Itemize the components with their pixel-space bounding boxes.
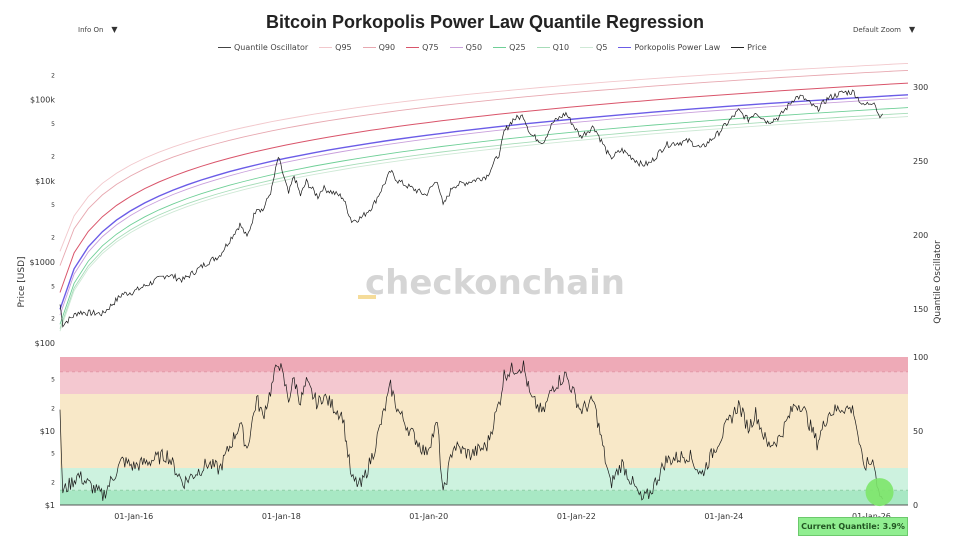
legend-item[interactable]: Q25	[493, 43, 526, 52]
legend-swatch	[731, 47, 745, 48]
oscillator-left-minor-tick: 5	[51, 450, 55, 457]
legend-swatch	[362, 47, 376, 48]
legend-label: Q25	[509, 43, 526, 52]
price-axis-minor-tick: 2	[51, 316, 55, 323]
legend-item[interactable]: Porkopolis Power Law	[618, 43, 720, 52]
oscillator-band	[60, 357, 908, 372]
oscillator-axis-tick: 50	[913, 427, 923, 436]
price-axis-minor-tick: 5	[51, 283, 55, 290]
chevron-down-icon: ▼	[111, 25, 118, 34]
oscillator-band	[60, 394, 908, 468]
chart-title: Bitcoin Porkopolis Power Law Quantile Re…	[265, 12, 705, 32]
quantile-line	[59, 69, 909, 266]
legend-item[interactable]: Q10	[536, 43, 570, 52]
price-axis-tick: $1000	[30, 258, 55, 267]
legend-label: Q5	[596, 43, 608, 52]
legend-swatch	[580, 47, 594, 48]
legend-label: Q95	[335, 43, 352, 52]
legend-label: Porkopolis Power Law	[634, 43, 721, 52]
chevron-down-icon: ▼	[908, 25, 916, 34]
info-toggle-button[interactable]: Info On ▼	[78, 25, 118, 34]
x-axis-tick: 01-Jan-26	[852, 512, 891, 521]
quantile-line	[59, 94, 909, 310]
right-axis-tick: 250	[913, 157, 928, 166]
price-axis-tick: $100	[35, 339, 55, 348]
right-axis-tick: 200	[913, 231, 928, 240]
zoom-select-button[interactable]: Default Zoom ▼	[853, 25, 915, 34]
quantile-line	[59, 116, 909, 332]
x-axis-tick: 01-Jan-24	[704, 512, 743, 521]
current-quantile-marker	[865, 478, 894, 507]
oscillator-axis-tick: 100	[913, 353, 928, 362]
oscillator-axis-tick: 0	[913, 501, 918, 510]
oscillator-left-tick: $1	[45, 501, 55, 510]
legend-item[interactable]: Q75	[406, 43, 439, 52]
oscillator-line	[59, 360, 883, 501]
price-axis-tick: $10k	[35, 177, 55, 186]
legend-swatch	[319, 47, 333, 48]
price-axis-title: Price [USD]	[17, 256, 27, 307]
right-axis-tick: 150	[913, 305, 928, 314]
oscillator-axis-title: Quantile Oscillator	[933, 240, 943, 324]
legend-swatch	[493, 47, 507, 48]
quantile-line	[59, 62, 909, 252]
legend-item[interactable]: Q50	[449, 43, 483, 52]
price-axis-minor-tick: 5	[51, 202, 55, 209]
oscillator-left-tick: $10	[40, 427, 55, 436]
x-axis-tick: 01-Jan-22	[557, 512, 596, 521]
legend-label: Price	[747, 43, 767, 52]
watermark-mark	[358, 295, 376, 299]
oscillator-band	[60, 468, 908, 491]
legend-item[interactable]: Q95	[319, 43, 352, 52]
zoom-select-label: Default Zoom	[853, 26, 901, 34]
legend-item[interactable]: Q5	[580, 43, 607, 52]
legend-swatch	[406, 47, 420, 48]
legend-label: Q75	[422, 43, 439, 52]
chart-legend: Quantile Oscillator Q95 Q90 Q75 Q50 Q25 Q10 Q5 P…	[218, 43, 778, 52]
legend-item[interactable]: Quantile Oscillator	[218, 43, 308, 52]
x-axis-tick: 01-Jan-18	[262, 512, 301, 521]
price-axis-tick: $100k	[30, 96, 55, 105]
legend-label: Quantile Oscillator	[234, 43, 309, 52]
price-axis-minor-tick: 5	[51, 121, 55, 128]
price-axis-minor-tick: 2	[51, 234, 55, 241]
price-line	[59, 89, 883, 328]
current-quantile-badge: Current Quantile: 3.9%	[798, 517, 908, 536]
quantile-line	[59, 82, 909, 293]
quantile-line	[59, 97, 909, 316]
legend-item[interactable]: Price	[731, 43, 767, 52]
oscillator-band	[60, 371, 908, 394]
right-axis-tick: 300	[913, 83, 928, 92]
price-axis-minor-tick: 2	[51, 153, 55, 160]
x-axis-tick: 01-Jan-20	[409, 512, 448, 521]
legend-item[interactable]: Q90	[362, 43, 396, 52]
info-toggle-label: Info On	[78, 26, 104, 34]
oscillator-left-minor-tick: 2	[51, 480, 55, 487]
legend-swatch	[449, 47, 463, 48]
quantile-line	[59, 107, 909, 325]
oscillator-band	[60, 490, 908, 505]
price-axis-minor-tick: 2	[51, 72, 55, 79]
legend-label: Q90	[378, 43, 396, 52]
x-axis-tick: 01-Jan-16	[114, 512, 153, 521]
legend-swatch	[536, 47, 550, 48]
legend-swatch	[618, 47, 632, 48]
oscillator-left-minor-tick: 5	[51, 376, 55, 383]
oscillator-left-minor-tick: 2	[51, 406, 55, 413]
watermark: checkonchain	[365, 263, 625, 303]
legend-label: Q10	[552, 43, 570, 52]
legend-swatch	[218, 47, 231, 48]
legend-label: Q50	[465, 43, 483, 52]
